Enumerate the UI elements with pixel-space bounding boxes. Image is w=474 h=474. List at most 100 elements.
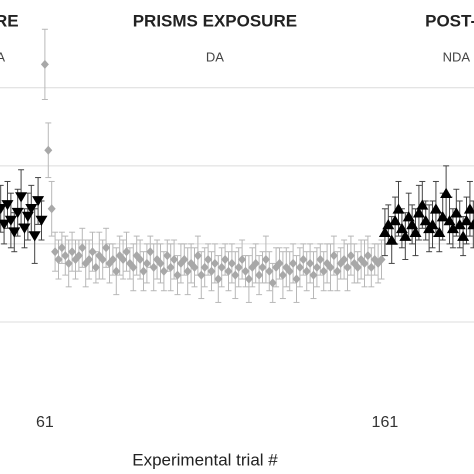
- marker: [412, 207, 425, 218]
- marker: [457, 230, 470, 241]
- marker: [217, 262, 226, 272]
- marker: [44, 145, 53, 155]
- marker: [309, 270, 318, 280]
- phase-condition: NDA: [443, 49, 471, 64]
- marker: [119, 255, 128, 265]
- marker: [197, 270, 206, 280]
- marker: [88, 247, 97, 257]
- marker: [1, 200, 14, 211]
- marker: [57, 243, 66, 253]
- marker: [353, 262, 362, 272]
- marker: [450, 207, 463, 218]
- marker: [108, 255, 117, 265]
- marker: [40, 59, 49, 69]
- marker: [214, 274, 223, 284]
- marker: [406, 218, 419, 230]
- marker: [4, 215, 17, 226]
- marker: [183, 266, 192, 276]
- marker: [210, 258, 219, 268]
- marker: [139, 266, 148, 276]
- marker: [360, 258, 369, 268]
- marker: [241, 266, 250, 276]
- marker: [200, 262, 209, 272]
- marker: [275, 258, 284, 268]
- marker: [234, 262, 243, 272]
- marker: [378, 226, 391, 237]
- phase-title: PRISMS EXPOSURE: [133, 11, 297, 30]
- marker: [440, 187, 453, 198]
- marker: [248, 262, 257, 272]
- marker: [385, 234, 398, 245]
- marker: [255, 270, 264, 280]
- marker: [416, 199, 429, 210]
- marker: [261, 255, 270, 265]
- marker: [389, 215, 402, 226]
- marker: [204, 255, 213, 265]
- marker: [15, 192, 28, 203]
- marker: [278, 270, 287, 280]
- marker: [409, 226, 422, 237]
- marker: [326, 262, 335, 272]
- marker: [292, 274, 301, 284]
- marker: [8, 227, 21, 238]
- marker: [193, 251, 202, 261]
- marker: [265, 266, 274, 276]
- marker: [402, 211, 415, 222]
- marker: [319, 266, 328, 276]
- marker: [156, 258, 165, 268]
- marker: [98, 255, 107, 265]
- marker: [47, 204, 56, 214]
- marker: [11, 207, 24, 219]
- marker: [35, 215, 48, 226]
- marker: [285, 266, 294, 276]
- x-tick-label: 161: [372, 414, 399, 431]
- marker: [159, 266, 168, 276]
- marker: [221, 255, 230, 265]
- marker: [51, 247, 60, 257]
- marker: [74, 251, 83, 261]
- marker: [302, 266, 311, 276]
- marker: [136, 255, 145, 265]
- marker: [122, 247, 131, 257]
- marker: [0, 203, 7, 215]
- marker: [443, 215, 456, 226]
- marker: [85, 255, 94, 265]
- marker: [367, 262, 376, 272]
- marker: [129, 262, 138, 272]
- marker: [64, 258, 73, 268]
- marker: [170, 255, 179, 265]
- marker: [460, 215, 473, 226]
- marker: [142, 258, 151, 268]
- marker: [32, 196, 45, 207]
- marker: [251, 258, 260, 268]
- marker: [395, 222, 408, 234]
- marker: [112, 266, 121, 276]
- marker: [343, 262, 352, 272]
- marker: [329, 251, 338, 261]
- marker: [54, 255, 63, 265]
- marker: [453, 218, 466, 230]
- marker: [289, 258, 298, 268]
- marker: [190, 262, 199, 272]
- phase-title: URE: [0, 11, 19, 30]
- marker: [467, 218, 474, 230]
- marker: [146, 247, 155, 257]
- marker: [28, 231, 41, 242]
- marker: [238, 255, 247, 265]
- marker: [463, 203, 474, 214]
- marker: [180, 255, 189, 265]
- marker: [163, 251, 172, 261]
- phase-condition: A: [0, 49, 5, 64]
- marker: [346, 251, 355, 261]
- marker: [299, 255, 308, 265]
- marker: [227, 258, 236, 268]
- x-tick-label: 61: [36, 414, 54, 431]
- phase-condition: DA: [206, 49, 224, 64]
- marker: [306, 258, 315, 268]
- marker: [436, 211, 449, 222]
- marker: [68, 247, 77, 257]
- marker: [268, 278, 277, 288]
- marker: [340, 255, 349, 265]
- marker: [333, 266, 342, 276]
- marker: [102, 243, 111, 253]
